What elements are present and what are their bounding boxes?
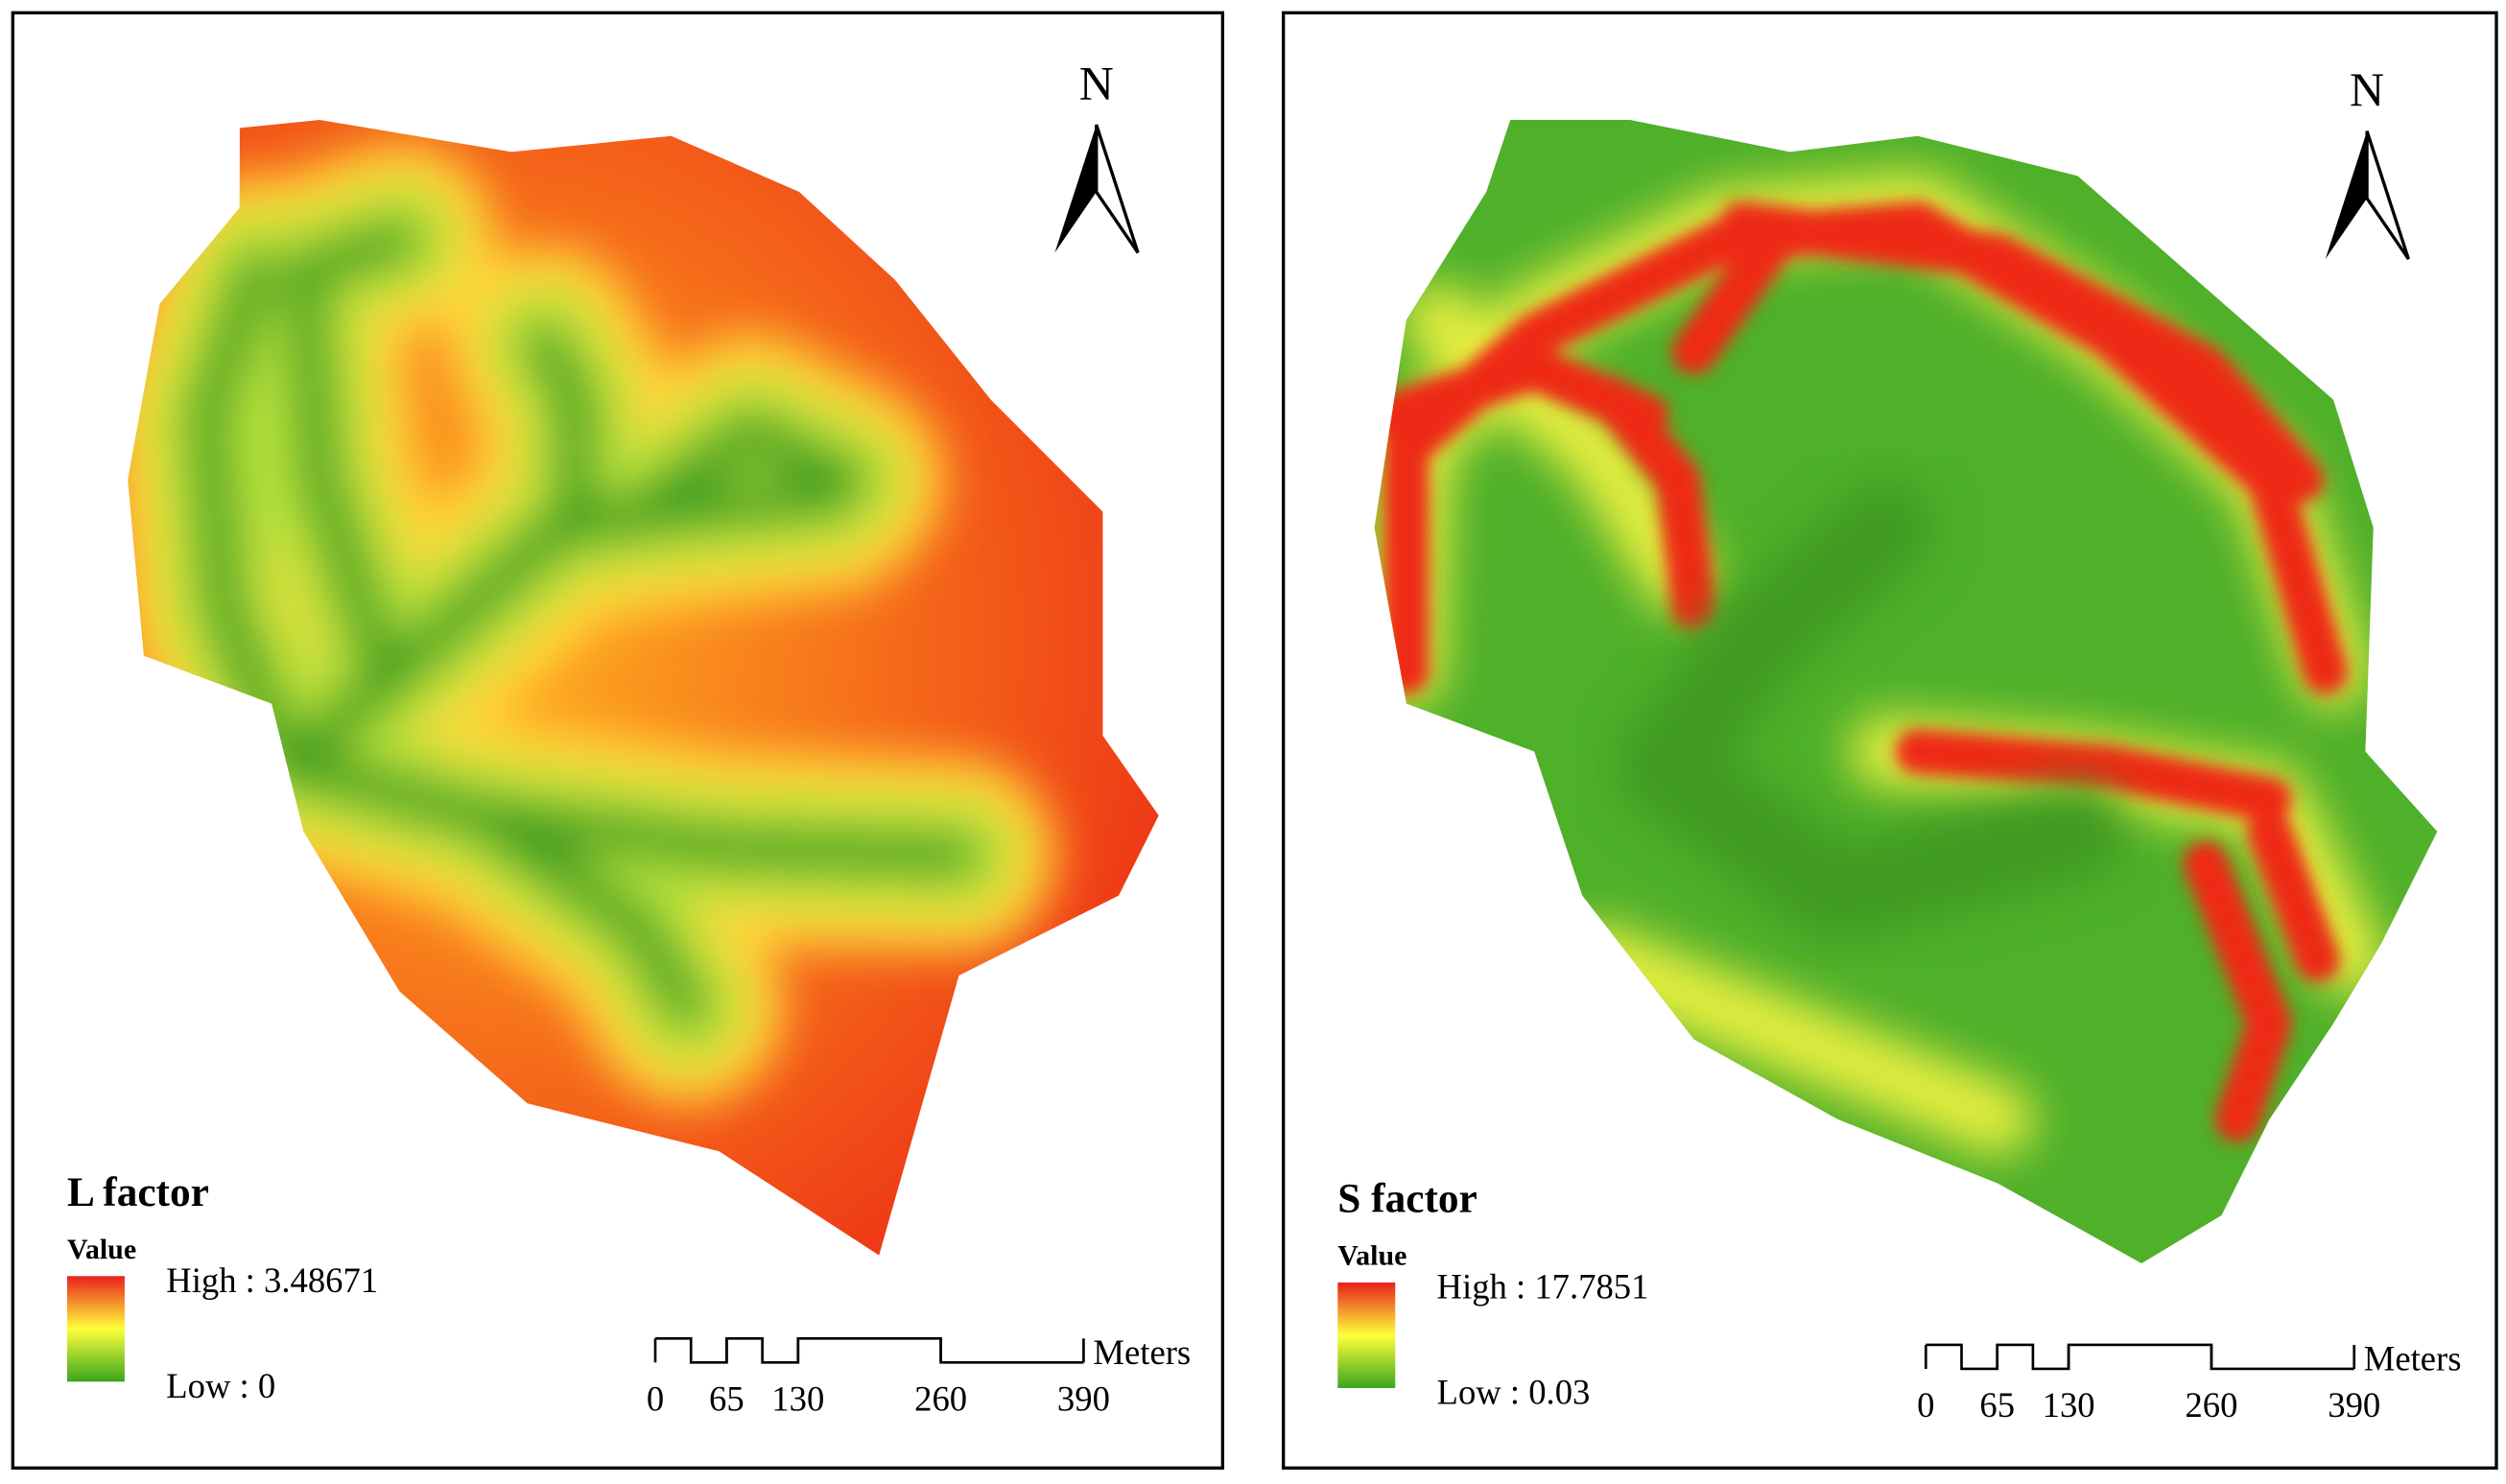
l-factor-map <box>128 120 1159 1256</box>
panels: L factor Value High : 3.48671 Low : 0 N 0 65 13… <box>66 56 2462 1425</box>
legend-label: Value <box>67 1234 136 1265</box>
scale-bar <box>1926 1343 2354 1371</box>
scale-label: 0 <box>1917 1385 1934 1425</box>
legend-label: Value <box>1337 1240 1407 1272</box>
scale-label: 390 <box>2328 1385 2380 1425</box>
north-arrow <box>2325 130 2368 260</box>
s-factor-map <box>1374 120 2438 1263</box>
scale-label: 130 <box>2043 1385 2095 1425</box>
panel-annotations: S factor Value High : 17.7851 Low : 0.03 N 0 6… <box>1337 62 2462 1425</box>
scale-unit: Meters <box>2364 1339 2462 1378</box>
north-label: N <box>1079 56 1114 109</box>
legend-high: High : 17.7851 <box>1437 1267 1649 1307</box>
legend-ramp <box>66 1276 125 1382</box>
legend-high: High : 3.48671 <box>166 1260 378 1300</box>
scale-label: 65 <box>709 1378 745 1418</box>
legend-title: L factor <box>67 1169 209 1215</box>
north-arrow <box>1095 124 1140 254</box>
legend-low: Low : 0 <box>166 1366 275 1405</box>
scale-bar <box>654 1336 1084 1364</box>
north-arrow <box>1054 125 1097 253</box>
panel-frame <box>1281 11 2498 1470</box>
scale-label: 260 <box>2185 1385 2237 1425</box>
legend-ramp <box>1337 1282 1396 1388</box>
panel-annotations: L factor Value High : 3.48671 Low : 0 N 0 65 13… <box>66 56 1191 1418</box>
panel-frame <box>11 11 1225 1470</box>
scale-label: 0 <box>647 1378 664 1418</box>
scale-label: 130 <box>771 1378 824 1418</box>
scale-label: 390 <box>1057 1378 1110 1418</box>
north-label: N <box>2350 62 2384 116</box>
scale-label: 260 <box>914 1378 967 1418</box>
scale-label: 65 <box>1979 1385 2015 1425</box>
legend-low: Low : 0.03 <box>1437 1373 1591 1412</box>
scale-unit: Meters <box>1093 1332 1191 1372</box>
legend-title: S factor <box>1337 1176 1477 1222</box>
north-arrow <box>2365 130 2410 260</box>
